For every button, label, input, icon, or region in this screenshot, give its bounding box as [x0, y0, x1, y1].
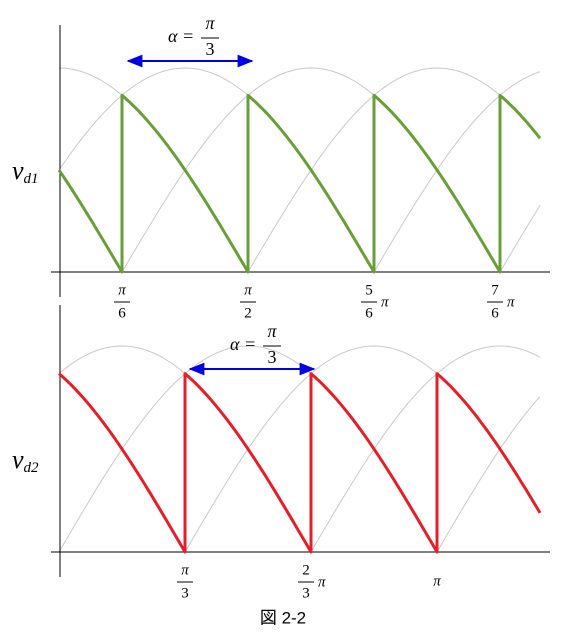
- label-main: v: [12, 445, 24, 474]
- fraction-den: 2: [244, 305, 252, 321]
- fraction-den: 3: [302, 585, 310, 601]
- reference-arc: [373, 71, 541, 273]
- fraction-suffix: π: [381, 294, 389, 310]
- fraction-num: 5: [365, 282, 373, 298]
- reference-arc: [499, 205, 541, 273]
- label-sub: d2: [24, 460, 40, 476]
- alpha-den: 3: [268, 347, 277, 367]
- fraction-num: π: [118, 282, 126, 298]
- fraction-num: 7: [491, 282, 499, 298]
- fraction-suffix: π: [318, 574, 326, 590]
- label-sub: d1: [24, 171, 39, 187]
- y-label: vd2: [12, 445, 39, 476]
- reference-arc: [436, 396, 541, 553]
- alpha-num: π: [267, 321, 277, 341]
- reference-arc: [184, 345, 541, 553]
- fraction-den: 6: [118, 305, 126, 321]
- waveform: [58, 372, 542, 554]
- y-label: vd1: [12, 156, 39, 187]
- fraction-den: 3: [181, 585, 189, 601]
- reference-arc: [310, 345, 541, 553]
- alpha-num: π: [205, 13, 215, 33]
- caption: 図 2-2: [260, 608, 306, 627]
- label-main: v: [12, 156, 24, 185]
- reference-arc: [58, 67, 249, 273]
- fraction-den: 6: [491, 305, 499, 321]
- fraction-suffix: π: [507, 294, 515, 310]
- fraction-num: π: [181, 562, 189, 578]
- alpha-den: 3: [206, 39, 215, 59]
- tick-label: π: [433, 573, 441, 589]
- fraction-num: 2: [302, 562, 310, 578]
- reference-arc: [247, 67, 541, 273]
- alpha-symbol: α =: [168, 26, 194, 46]
- reference-arc: [58, 373, 186, 553]
- fraction-den: 6: [365, 305, 373, 321]
- fraction-num: π: [244, 282, 252, 298]
- alpha-symbol: α =: [230, 334, 256, 354]
- reference-arc: [58, 67, 375, 273]
- waveform: [57, 93, 542, 274]
